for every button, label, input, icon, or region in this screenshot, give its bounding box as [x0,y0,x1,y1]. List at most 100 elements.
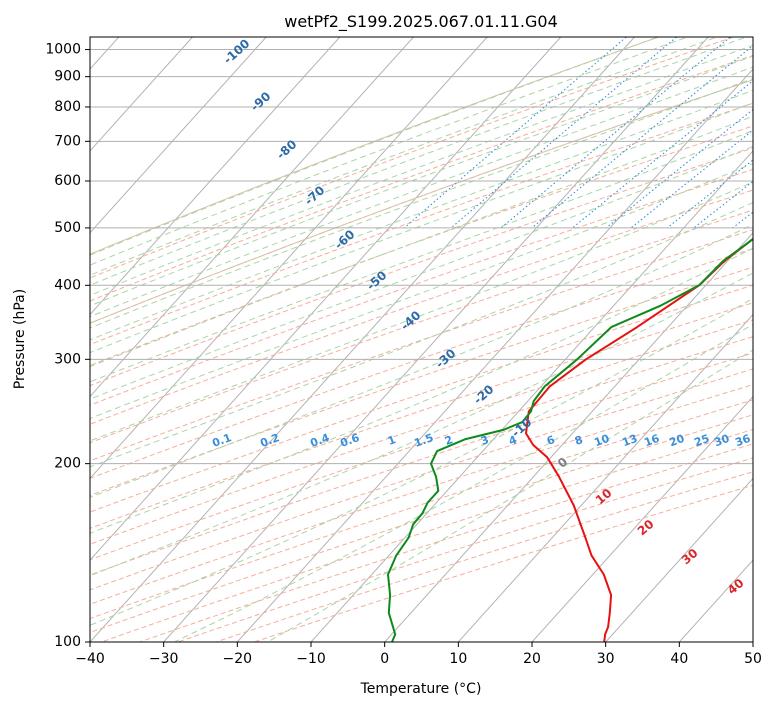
dry-adiabat-line [90,352,753,576]
moist-adiabat-line [90,297,753,626]
dry-adiabat-label: -50 [364,268,389,293]
y-tick-label: 100 [54,634,81,650]
dry-adiabat-line [90,125,753,367]
mixing-ratio-label: 0.2 [258,431,281,450]
isotherm-line [384,232,753,642]
isotherm-line [90,37,562,561]
moist-adiabat-line [90,181,753,442]
mixing-ratio-label: 6 [545,433,557,448]
y-tick-label: 1000 [45,42,81,58]
x-tick-label: 50 [744,651,762,667]
dry-adiabat-label: -60 [332,227,357,252]
isotherm-line [605,477,753,642]
x-tick-label: 20 [523,651,541,667]
y-tick-label: 600 [54,173,81,189]
mixing-ratio-label: 0.4 [308,431,331,450]
moist-adiabat-line [90,130,753,383]
isotherm-line [531,395,753,642]
dry-adiabat-label: -100 [221,36,253,66]
moist-adiabat-line [90,89,753,341]
mixing-ratio-label: 4 [507,433,519,448]
mixing-ratio-label: 30 [712,432,731,450]
dry-adiabat-label: -70 [302,183,327,208]
mixing-ratio-label: 8 [573,433,585,448]
mixing-ratio-label: 3 [479,433,491,448]
y-axis-label: Pressure (hPa) [12,289,28,389]
moist-adiabat-line [90,37,660,256]
mixing-ratio-label: 1 [386,433,398,448]
x-tick-label: 0 [380,651,389,667]
y-tick-label: 900 [54,69,81,85]
y-tick-label: 300 [54,351,81,367]
dry-adiabat-line [90,79,753,324]
dry-adiabat-line [90,37,735,279]
mixing-ratio-line [732,211,753,229]
isotherm-line [752,641,753,642]
x-tick-label: −20 [223,651,253,667]
mixing-ratio-label: 25 [692,432,711,449]
moist-adiabat-line [90,272,753,577]
isotherm-line [90,37,414,398]
dry-adiabat-line [90,384,753,605]
moist-adiabat-line [90,201,753,468]
moist-adiabat-line [90,115,753,368]
temperature-profile-line [525,237,753,642]
dry-adiabat-label: -40 [398,308,423,333]
dry-adiabat-label: -30 [433,346,458,371]
mixing-ratio-label: 2 [443,433,455,448]
moist-adiabat-line [90,247,753,534]
dry-adiabat-line [139,443,753,642]
mixing-ratio-label: 1.5 [412,431,435,450]
moist-adiabat-line [90,37,719,276]
dry-adiabat-line [90,37,661,255]
isotherm-line [163,37,709,642]
isotherm-line [236,68,753,642]
mixing-ratio-line [531,44,753,229]
isotherm-line [90,37,193,152]
moist-adiabat-line [90,162,753,420]
mixing-ratio-label: 20 [667,432,686,450]
axes: −40 −30 −20 −10 0 10 20 30 40 5010020030040050060… [45,42,762,667]
mixing-ratio-label: 13 [620,432,639,449]
dry-adiabat-line [90,168,753,406]
isotherm-line [90,37,488,480]
mixing-ratio-line [450,37,678,229]
x-tick-label: 40 [670,651,688,667]
dry-adiabat-line [101,428,753,642]
mixing-ratio-line [403,37,628,229]
y-tick-label: 700 [54,133,81,149]
plot-frame [89,36,754,643]
background-lines [90,35,775,642]
mixing-ratio-line [666,159,753,229]
moist-adiabat-line [267,349,753,642]
mixing-ratio-line [605,108,753,229]
pressure-grid [90,49,753,642]
moist-adiabat-label: 40 [725,576,747,597]
profile-series [387,237,753,642]
dry-adiabat-line [90,102,753,346]
moist-adiabat-line [90,102,753,354]
mixing-ratio-line [500,37,732,229]
isotherm-line [90,37,341,316]
mixing-ratio-label: 0.1 [210,431,233,450]
isotherm-line [457,313,753,642]
moist-adiabat-line [90,145,753,400]
dry-adiabat-line [90,368,753,591]
x-tick-label: −40 [75,651,105,667]
y-tick-label: 500 [54,220,81,236]
y-tick-label: 200 [54,456,81,472]
mixing-ratio-label: 36 [733,432,752,450]
dewpoint-profile-line [387,237,753,642]
mixing-ratio-line [761,35,775,228]
x-axis-label: Temperature (°C) [360,681,482,697]
x-tick-label: 30 [597,651,615,667]
isotherm-line [90,37,635,642]
mixing-ratio-label: 16 [642,432,661,450]
mixing-ratio-line [693,180,753,229]
dry-adiabat-label: -90 [248,89,273,114]
x-tick-label: −10 [296,651,326,667]
isotherm-line [310,150,753,642]
mixing-ratio-label: 0.6 [338,431,361,450]
dry-adiabat-line [90,414,753,633]
